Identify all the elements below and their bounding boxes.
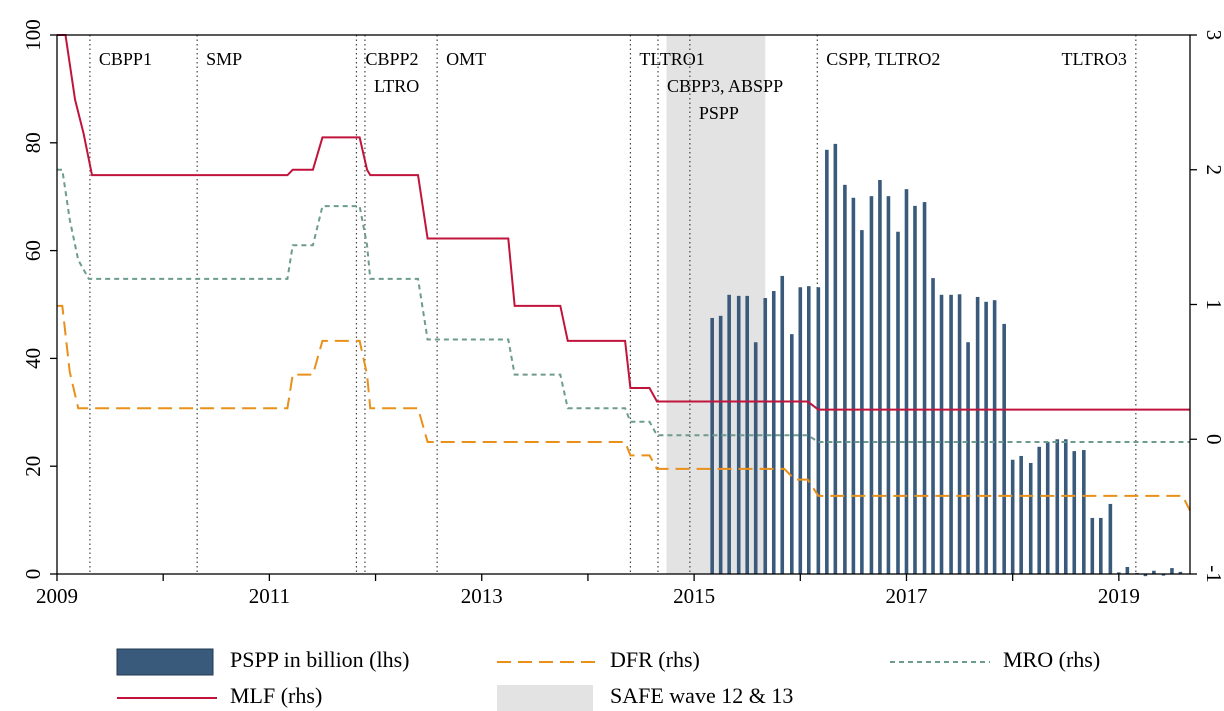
- bar: [1108, 503, 1113, 574]
- bar: [1028, 462, 1033, 574]
- bar: [1072, 451, 1077, 574]
- event-label: CSPP, TLTRO2: [826, 49, 940, 69]
- y2-tick-label: -1: [1202, 565, 1224, 583]
- bar: [745, 295, 750, 574]
- bar: [1002, 323, 1006, 574]
- bar: [1178, 571, 1183, 574]
- bar: [860, 230, 864, 575]
- bar: [727, 294, 731, 574]
- y-tick-label: 0: [21, 569, 45, 580]
- bar: [949, 294, 953, 574]
- bar: [904, 189, 909, 575]
- bar: [851, 197, 856, 574]
- bar: [1099, 517, 1103, 574]
- bar: [931, 278, 935, 574]
- y-tick-label: 60: [21, 240, 45, 261]
- bar: [825, 149, 829, 574]
- bar: [763, 298, 768, 574]
- bar: [913, 205, 917, 574]
- line: [57, 34, 1190, 411]
- bar: [896, 231, 900, 575]
- event-label: TLTRO3: [1062, 49, 1127, 69]
- bar: [975, 296, 980, 574]
- x-tick-label: 2009: [36, 584, 78, 608]
- event-label: CBPP1: [99, 49, 152, 69]
- y-tick-label: 20: [21, 456, 45, 477]
- bar: [798, 287, 803, 574]
- y2-tick-label: 0: [1202, 434, 1224, 445]
- event-label: LTRO: [374, 76, 419, 96]
- bar: [1082, 450, 1086, 574]
- bar: [1055, 439, 1060, 574]
- line: [57, 168, 1190, 443]
- bar: [1037, 446, 1042, 574]
- event-label: CBPP2: [365, 49, 418, 69]
- bar: [984, 301, 988, 574]
- legend-label: SAFE wave 12 & 13: [610, 683, 793, 708]
- bar: [843, 184, 847, 575]
- y-tick-label: 40: [21, 348, 45, 369]
- bar: [1045, 441, 1050, 574]
- bar: [710, 317, 714, 574]
- line: [57, 304, 1191, 512]
- y2-tick-label: 1: [1202, 299, 1224, 310]
- x-tick-label: 2011: [249, 584, 290, 608]
- x-tick-label: 2013: [461, 584, 503, 608]
- bar: [806, 286, 811, 574]
- event-label: SMP: [206, 49, 242, 69]
- bar: [1063, 439, 1068, 574]
- bar: [1010, 459, 1015, 574]
- event-label: OMT: [446, 49, 486, 69]
- bar: [966, 342, 970, 574]
- bar: [1019, 455, 1023, 574]
- bar: [718, 315, 723, 574]
- bar: [869, 196, 874, 574]
- bar: [1117, 572, 1121, 574]
- event-label: CBPP3, ABSPP: [667, 76, 783, 96]
- bar: [886, 196, 891, 574]
- bar: [816, 287, 821, 574]
- bar: [1170, 568, 1174, 574]
- event-label: TLTRO1: [639, 49, 704, 69]
- bar: [1161, 574, 1166, 576]
- bar: [1152, 570, 1156, 574]
- bar: [922, 202, 927, 574]
- bar: [753, 342, 758, 574]
- bar: [833, 143, 838, 575]
- legend-swatch: [497, 685, 593, 711]
- bar: [771, 291, 776, 574]
- legend-label: MLF (rhs): [230, 683, 322, 708]
- bar: [790, 334, 794, 574]
- event-label: PSPP: [699, 103, 739, 123]
- bar: [780, 275, 785, 574]
- x-tick-label: 2019: [1098, 584, 1140, 608]
- legend-label: MRO (rhs): [1003, 647, 1100, 672]
- legend-label: DFR (rhs): [610, 647, 700, 672]
- y-tick-label: 100: [21, 19, 45, 51]
- y-tick-label: 80: [21, 132, 45, 153]
- bar: [939, 294, 944, 574]
- bar: [992, 300, 997, 574]
- legend-label: PSPP in billion (lhs): [230, 647, 410, 672]
- legend-swatch: [116, 648, 214, 676]
- bar: [736, 295, 741, 574]
- bar: [878, 179, 882, 574]
- y2-tick-label: 3: [1202, 30, 1224, 41]
- x-tick-label: 2017: [885, 584, 927, 608]
- bar: [1125, 566, 1130, 574]
- bar: [1090, 517, 1095, 574]
- y2-tick-label: 2: [1202, 165, 1224, 176]
- bar: [1143, 574, 1148, 577]
- bar: [957, 294, 962, 574]
- x-tick-label: 2015: [673, 584, 715, 608]
